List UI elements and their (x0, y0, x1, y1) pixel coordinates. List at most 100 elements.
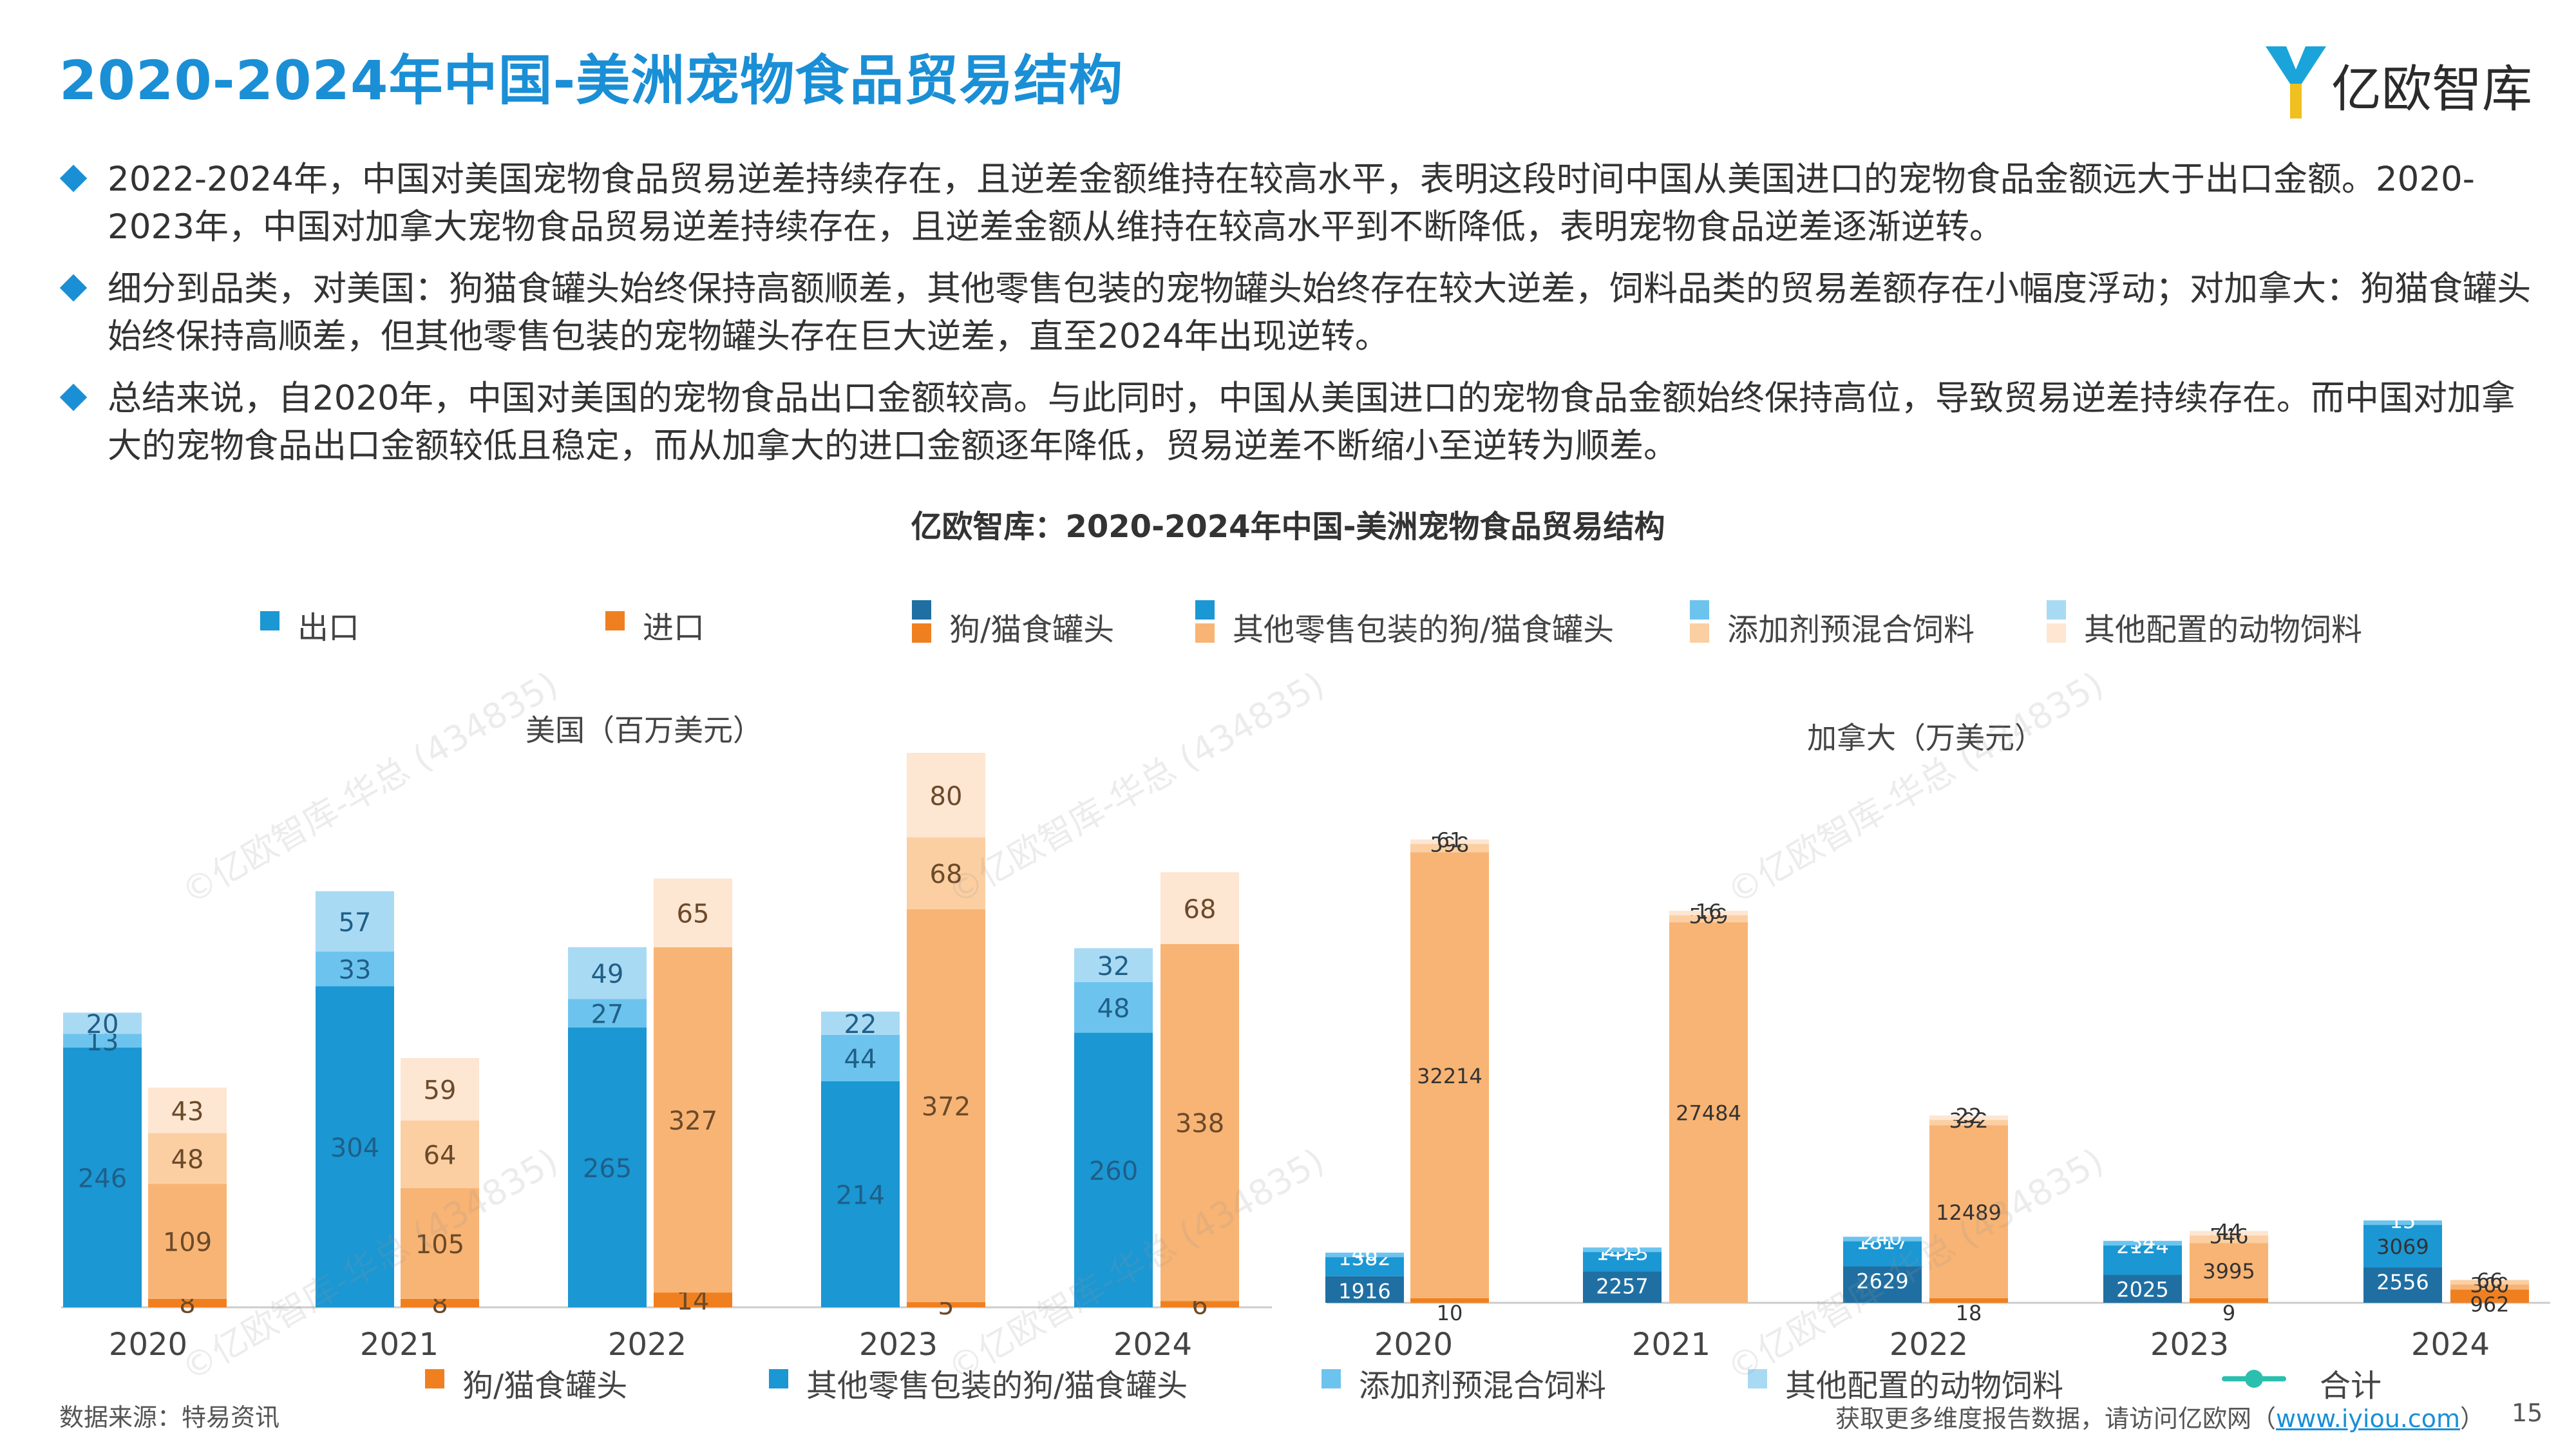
export-data-label: 2025 (2116, 1278, 2168, 1302)
legend-bottom-cat2: 其他零售包装的狗/猫食罐头 (769, 1360, 1188, 1405)
import-data-label: 360 (2470, 1273, 2509, 1298)
import-bar-segment (1160, 1301, 1239, 1307)
legend-label: 添加剂预混合饲料 (1727, 612, 1975, 648)
export-data-label: 48 (1097, 994, 1130, 1023)
legend-swatch (605, 611, 625, 630)
export-bar-segment (1843, 1266, 1922, 1303)
export-data-label: 2124 (2116, 1234, 2168, 1258)
export-bar-segment (1583, 1252, 1662, 1272)
import-bar-segment (907, 1302, 985, 1307)
import-data-label: 12489 (1936, 1200, 2002, 1225)
footer-note: 获取更多维度报告数据，请访问亿欧网（www.iyiou.com） (1835, 1399, 2485, 1434)
bullet-2: 细分到品类，对美国：狗猫食罐头始终保持高额顺差，其他零售包装的宠物罐头始终存在较… (59, 265, 2547, 361)
legend-swatch (1748, 1369, 1767, 1388)
import-data-label: 109 (163, 1228, 212, 1258)
legend-dot (2245, 1370, 2263, 1388)
legend-label: 出口 (298, 610, 360, 646)
import-data-label: 3995 (2202, 1259, 2255, 1283)
export-data-label: 49 (591, 960, 624, 989)
export-data-label: 1817 (1856, 1230, 1908, 1255)
import-bar-segment (1929, 1125, 2008, 1298)
legend-label: 狗/猫食罐头 (949, 612, 1115, 648)
export-bar-segment (63, 1012, 142, 1034)
export-data-label: 57 (339, 908, 372, 938)
legend-swatch (1195, 600, 1215, 620)
legend-swatch (260, 611, 279, 630)
logo-text: 亿欧智库 (2331, 61, 2533, 118)
import-bar-segment (148, 1087, 227, 1133)
legend-bottom-cat4: 其他配置的动物饲料 (1748, 1360, 2064, 1405)
page-number: 15 (2512, 1399, 2543, 1427)
import-bar-segment (1929, 1120, 2008, 1126)
import-bar-segment (907, 909, 985, 1302)
import-data-label: 59 (424, 1076, 457, 1106)
legend-label: 添加剂预混合饲料 (1359, 1368, 1607, 1404)
chart-title: 亿欧智库：2020-2024年中国-美洲宠物食品贸易结构 (911, 509, 1665, 545)
footer-prefix: 获取更多维度报告数据，请访问亿欧网（ (1835, 1405, 2277, 1433)
data-source: 数据来源：特易资讯 (59, 1403, 280, 1432)
export-data-label: 214 (836, 1181, 885, 1211)
export-data-label: 33 (339, 956, 372, 985)
legend-swatch (1690, 623, 1709, 643)
bullet-text: 总结来说，自2020年，中国对美国的宠物食品出口金额较高。与此同时，中国从美国进… (108, 379, 2515, 466)
legend-bottom-cat3: 添加剂预混合饲料 (1321, 1360, 1607, 1405)
legend-swatch (769, 1369, 788, 1388)
import-bar-segment (907, 837, 985, 909)
summary-bullets: 2022-2024年，中国对美国宠物食品贸易逆差持续存在，且逆差金额维持在较高水… (59, 156, 2547, 484)
export-bar-segment (2363, 1267, 2442, 1303)
export-bar-segment (316, 951, 394, 987)
export-data-label: 304 (330, 1133, 379, 1163)
logo-mark-icon (2266, 46, 2326, 118)
legend-cat1: 狗/猫食罐头 (912, 600, 1115, 649)
import-bar-segment (1160, 943, 1239, 1302)
import-data-label: 105 (415, 1230, 464, 1260)
export-bar-segment (1074, 948, 1153, 982)
export-bar-segment (316, 891, 394, 952)
legend-swatch (1690, 600, 1709, 620)
import-bar-segment (1929, 1298, 2008, 1303)
export-bar-segment (1325, 1276, 1404, 1303)
import-data-label: 18 (1956, 1301, 1982, 1325)
x-tick-label: 2023 (2150, 1327, 2229, 1363)
export-data-label: 1916 (1338, 1279, 1390, 1303)
import-data-label: 598 (1430, 833, 1469, 857)
import-data-label: 509 (1689, 904, 1728, 928)
export-bar-segment (1843, 1236, 1922, 1242)
legend-import: 进口 (605, 602, 705, 647)
import-data-label: 32214 (1417, 1064, 1482, 1088)
import-bar-segment (148, 1298, 227, 1307)
x-tick-label: 2024 (2411, 1327, 2490, 1363)
legend-label: 其他零售包装的狗/猫食罐头 (806, 1368, 1188, 1404)
import-bar-segment (2190, 1231, 2268, 1236)
legend-swatch (425, 1369, 444, 1388)
export-bar-segment (63, 1047, 142, 1307)
import-data-label: 327 (668, 1106, 717, 1136)
import-data-label: 68 (930, 860, 963, 889)
export-bar-segment (1843, 1241, 1922, 1267)
x-tick-label: 2021 (360, 1327, 439, 1363)
page-title: 2020-2024年中国-美洲宠物食品贸易结构 (59, 49, 1124, 112)
import-bar-segment (1410, 839, 1489, 844)
import-bar-segment (654, 947, 732, 1293)
import-data-label: 16 (1696, 899, 1722, 923)
import-bar-segment (1669, 911, 1748, 916)
logo: 亿欧智库 (2260, 39, 2544, 122)
legend-swatch (912, 623, 931, 643)
import-data-label: 68 (1184, 895, 1217, 924)
import-data-label: 10 (1437, 1301, 1463, 1325)
footer-link[interactable]: www.iyiou.com (2276, 1405, 2461, 1433)
import-data-label: 962 (2470, 1292, 2509, 1316)
import-bar-segment (401, 1188, 479, 1299)
legend-label: 其他配置的动物饲料 (1785, 1368, 2064, 1404)
import-data-label: 61 (1437, 828, 1463, 853)
x-tick-label: 2023 (859, 1327, 938, 1363)
import-bar-segment (401, 1120, 479, 1188)
export-data-label: 34 (2130, 1229, 2156, 1254)
legend-swatch (1321, 1369, 1341, 1388)
import-data-label: 22 (1956, 1104, 1982, 1128)
import-bar-segment (401, 1298, 479, 1307)
import-bar-segment (148, 1184, 227, 1299)
export-data-label: 246 (78, 1164, 127, 1193)
import-bar-segment (2190, 1298, 2268, 1303)
export-bar-segment (821, 1034, 900, 1082)
